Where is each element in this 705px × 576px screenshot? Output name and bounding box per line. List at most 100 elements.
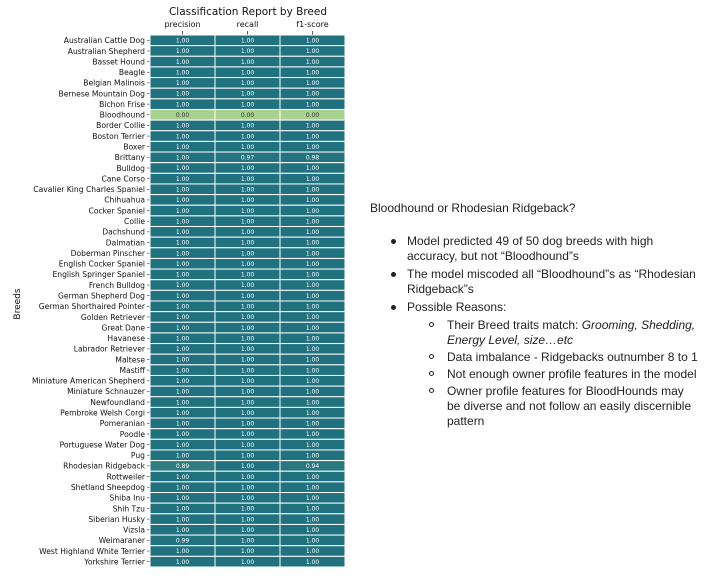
cell-value: 1.00 [176,314,190,321]
row-label: Collie [124,217,145,226]
cell-value: 1.00 [241,463,255,470]
cell-value: 1.00 [306,442,320,449]
cell-value: 1.00 [176,357,190,364]
cell-value: 1.00 [241,144,255,151]
cell-value: 1.00 [241,208,255,215]
cell-value: 1.00 [176,421,190,428]
cell-value: 1.00 [241,314,255,321]
cell-value: 1.00 [306,335,320,342]
row-label: German Shorthaired Pointer [39,302,146,311]
cell-value: 1.00 [176,38,190,45]
cell-value: 1.00 [241,186,255,193]
chart-title: Classification Report by Breed [169,6,327,18]
row-label: Bichon Frise [99,100,145,109]
reasons-heading: Possible Reasons: [407,300,507,314]
cell-value: 1.00 [306,346,320,353]
cell-value: 1.00 [306,91,320,98]
row-label: Rhodesian Ridgeback [63,462,146,471]
cell-value: 1.00 [306,176,320,183]
cell-value: 1.00 [241,38,255,45]
row-label: Cane Corso [101,174,145,183]
cell-value: 1.00 [176,155,190,162]
cell-value: 1.00 [306,538,320,545]
cell-value: 1.00 [241,325,255,332]
cell-value: 1.00 [241,367,255,374]
cell-value: 0.98 [306,155,320,162]
cell-value: 0.99 [176,538,190,545]
cell-value: 1.00 [176,123,190,130]
row-label: Bloodhound [100,111,146,120]
cell-value: 1.00 [241,335,255,342]
cell-value: 1.00 [306,516,320,523]
cell-value: 1.00 [241,240,255,247]
cell-value: 1.00 [176,197,190,204]
cell-value: 1.00 [306,325,320,332]
notes-bullet-reasons: Possible Reasons: Their Breed traits mat… [370,300,700,429]
cell-value: 1.00 [306,144,320,151]
cell-value: 1.00 [306,527,320,534]
reason-item: Their Breed traits match: Grooming, Shed… [407,318,700,348]
cell-value: 1.00 [306,304,320,311]
row-label: Chihuahua [104,196,145,205]
cell-value: 1.00 [306,261,320,268]
cell-value: 1.00 [241,538,255,545]
cell-value: 1.00 [176,133,190,140]
cell-value: 1.00 [176,325,190,332]
cell-value: 1.00 [241,484,255,491]
cell-value: 1.00 [241,261,255,268]
row-label: Shetland Sheepdog [71,483,145,492]
cell-value: 1.00 [241,91,255,98]
cell-value: 1.00 [241,516,255,523]
cell-value: 1.00 [306,474,320,481]
cell-value: 1.00 [176,48,190,55]
cell-value: 1.00 [241,346,255,353]
reason-item: Owner profile features for BloodHounds m… [407,384,700,429]
cell-value: 1.00 [176,474,190,481]
cell-value: 1.00 [241,218,255,225]
cell-value: 1.00 [176,335,190,342]
cell-value: 1.00 [306,218,320,225]
cell-value: 1.00 [176,186,190,193]
cell-value: 1.00 [241,229,255,236]
cell-value: 1.00 [176,495,190,502]
reason-text: Their Breed traits match: [447,318,582,332]
cell-value: 1.00 [306,101,320,108]
row-label: Australian Shepherd [68,47,145,56]
cell-value: 1.00 [176,91,190,98]
row-label: Cocker Spaniel [89,206,145,215]
row-label: Dalmatian [106,238,145,247]
cell-value: 1.00 [241,133,255,140]
row-label: Brittany [115,153,146,162]
cell-value: 1.00 [176,69,190,76]
row-label: English Cocker Spaniel [59,260,145,269]
cell-value: 1.00 [176,176,190,183]
cell-value: 1.00 [176,165,190,172]
cell-value: 1.00 [241,250,255,257]
cell-value: 1.00 [176,410,190,417]
cell-value: 1.00 [241,123,255,130]
cell-value: 1.00 [176,559,190,566]
cell-value: 1.00 [306,452,320,459]
analysis-notes: Bloodhound or Rhodesian Ridgeback? Model… [370,201,700,432]
cell-value: 1.00 [306,48,320,55]
row-label: Boston Terrier [92,132,146,141]
cell-value: 1.00 [241,399,255,406]
notes-bullet-list: Model predicted 49 of 50 dog breeds with… [370,234,700,429]
cell-value: 1.00 [176,261,190,268]
row-label: Australian Cattle Dog [64,36,145,45]
row-label: Boxer [123,143,146,152]
cell-value: 1.00 [176,144,190,151]
row-label: Great Dane [101,323,145,332]
cell-value: 1.00 [306,389,320,396]
cell-value: 1.00 [176,218,190,225]
row-label: Poodle [120,430,146,439]
row-label: Weimaraner [99,536,146,545]
cell-value: 1.00 [306,80,320,87]
cell-value: 1.00 [306,282,320,289]
row-label: Cavalier King Charles Spaniel [33,185,145,194]
notes-question: Bloodhound or Rhodesian Ridgeback? [370,201,576,215]
row-label: Bulldog [116,164,145,173]
cell-value: 1.00 [241,357,255,364]
cell-value: 1.00 [241,431,255,438]
cell-value: 1.00 [306,559,320,566]
